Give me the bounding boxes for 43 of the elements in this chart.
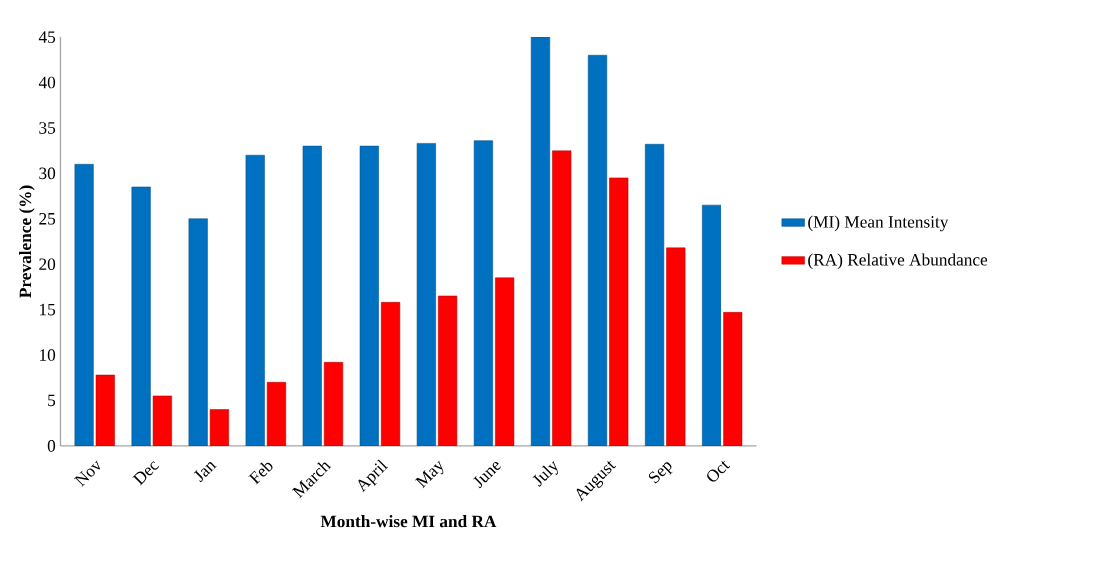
y-tick-label: 5 (48, 394, 56, 407)
bar (495, 277, 515, 446)
x-tick-label: June (473, 461, 502, 489)
bar (473, 140, 493, 446)
y-tick-label: 40 (38, 76, 56, 89)
bar (380, 302, 401, 446)
bar (416, 143, 436, 446)
bar (74, 163, 94, 446)
x-tick-label: July (532, 461, 558, 487)
x-tick-label: Nov (74, 460, 101, 487)
x-tick-label: May (414, 460, 444, 489)
legend-label: (MI) Mean Intensity (808, 215, 949, 232)
x-tick-label: Sep (648, 462, 673, 484)
bar (359, 145, 379, 446)
bar (323, 362, 344, 446)
y-tick-label: 35 (39, 122, 56, 134)
bar (723, 312, 743, 446)
bar (245, 154, 265, 446)
y-axis-title: Prevalence (%) (19, 185, 35, 298)
legend-label: (RA) Relative Abundance (808, 253, 988, 270)
x-axis-title: Month-wise MI and RA (320, 515, 497, 528)
bar (188, 218, 208, 446)
bar (587, 54, 608, 446)
x-tick-label: Feb (248, 462, 273, 485)
bar (302, 145, 322, 446)
bar (552, 150, 572, 446)
y-tick-label: 20 (39, 258, 56, 271)
bar (438, 295, 458, 446)
bar (131, 186, 151, 446)
y-tick-label: 15 (40, 303, 56, 316)
x-tick-label: Oct (707, 460, 731, 482)
x-tick-label: Jan (193, 462, 217, 483)
bar (666, 247, 686, 446)
bar (609, 177, 629, 446)
y-tick-label: 30 (39, 167, 56, 180)
y-tick-label: 0 (47, 440, 56, 452)
bar (530, 37, 551, 446)
y-tick-label: 45 (38, 31, 56, 43)
y-tick-label: 10 (40, 349, 56, 361)
x-tick-label: Dec (132, 461, 160, 486)
bar (644, 144, 665, 446)
y-tick-label: 25 (39, 212, 56, 225)
bar (702, 204, 722, 446)
